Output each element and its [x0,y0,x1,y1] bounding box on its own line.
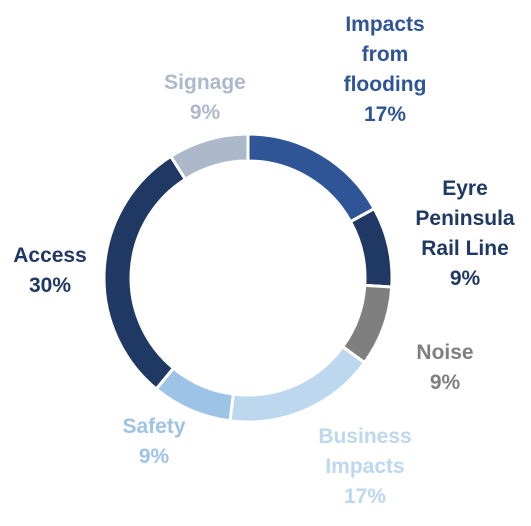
slice-label-impacts-from-flooding: Impacts from flooding 17% [320,10,450,130]
label-line: flooding [343,73,427,96]
donut-slice-business-impacts [228,344,367,424]
donut-slice-impacts-from-flooding [246,132,377,224]
donut-slice-access [102,154,188,392]
value-label: 30% [28,274,72,297]
label-line: Peninsula [415,207,515,230]
donut-slice-signage [168,132,250,182]
label-line: Noise [416,341,474,364]
label-line: Signage [164,71,246,94]
slice-label-access: Access 30% [5,241,95,301]
slice-label-noise: Noise 9% [395,338,495,398]
label-line: Rail Line [421,237,509,260]
label-line: Safety [122,415,186,438]
slice-label-business-impacts: Business Impacts 17% [300,422,430,512]
value-label: 17% [363,103,407,126]
value-label: 9% [189,101,221,124]
label-line: Business [318,425,412,448]
label-line: Impacts [325,455,405,478]
label-line: Impacts [345,13,425,36]
label-line: Access [13,244,87,267]
donut-slices [102,132,394,424]
slice-label-signage: Signage 9% [150,68,260,128]
slice-label-eyre-peninsula-rail-line: Eyre Peninsula Rail Line 9% [400,174,530,294]
label-line: from [361,43,409,66]
donut-slice-eyre-peninsula-rail-line [348,206,394,289]
slice-label-safety: Safety 9% [104,412,204,472]
value-label: 9% [429,371,461,394]
value-label: 9% [449,267,481,290]
label-line: Eyre [442,177,488,200]
value-label: 9% [138,445,170,468]
value-label: 17% [343,485,387,508]
